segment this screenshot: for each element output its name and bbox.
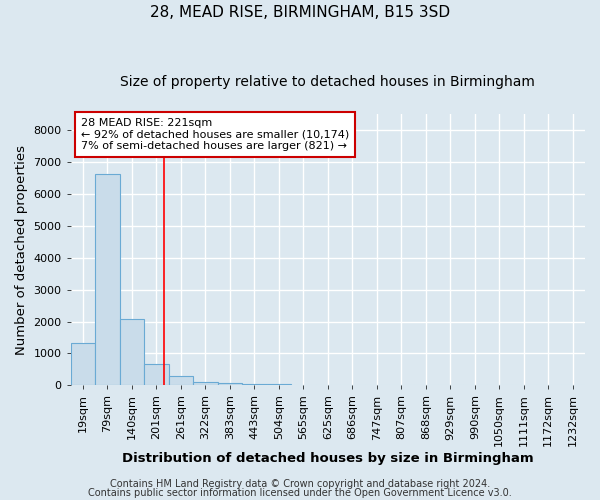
Bar	[169, 376, 193, 386]
Bar	[266, 384, 291, 386]
Title: Size of property relative to detached houses in Birmingham: Size of property relative to detached ho…	[121, 75, 535, 89]
Bar	[71, 343, 95, 386]
Bar	[95, 174, 119, 386]
X-axis label: Distribution of detached houses by size in Birmingham: Distribution of detached houses by size …	[122, 452, 533, 465]
Y-axis label: Number of detached properties: Number of detached properties	[15, 144, 28, 354]
Bar	[218, 383, 242, 386]
Bar	[119, 319, 144, 386]
Bar	[242, 384, 266, 386]
Bar	[144, 364, 169, 386]
Text: Contains HM Land Registry data © Crown copyright and database right 2024.: Contains HM Land Registry data © Crown c…	[110, 479, 490, 489]
Text: 28, MEAD RISE, BIRMINGHAM, B15 3SD: 28, MEAD RISE, BIRMINGHAM, B15 3SD	[150, 5, 450, 20]
Bar	[193, 382, 218, 386]
Text: 28 MEAD RISE: 221sqm
← 92% of detached houses are smaller (10,174)
7% of semi-de: 28 MEAD RISE: 221sqm ← 92% of detached h…	[81, 118, 349, 151]
Text: Contains public sector information licensed under the Open Government Licence v3: Contains public sector information licen…	[88, 488, 512, 498]
